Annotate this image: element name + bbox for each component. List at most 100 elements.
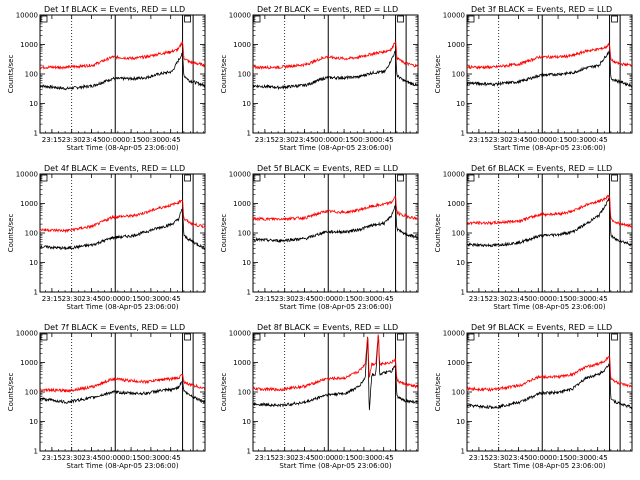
x-axis-label: Start Time (08-Apr-05 23:06:00) <box>279 462 391 470</box>
y-axis-label: Counts/sec <box>7 373 15 412</box>
y-tick-label: 1000 <box>20 41 38 49</box>
x-tick-label: 23:45 <box>508 454 528 462</box>
series-lld-line <box>466 194 633 229</box>
panel-title: Det 7f BLACK = Events, RED = LLD <box>44 323 185 332</box>
corner-box-right <box>611 333 618 341</box>
x-tick-label: 00:30 <box>354 454 374 462</box>
y-tick-label: 100 <box>25 389 38 397</box>
corner-box-left <box>253 15 261 23</box>
x-tick-label: 00:00 <box>528 295 548 303</box>
x-tick-label: 23:15 <box>469 454 489 462</box>
x-tick-label: 23:15 <box>42 295 62 303</box>
y-tick-label: 10000 <box>16 171 38 179</box>
x-tick-label: 00:00 <box>314 295 334 303</box>
panel-det-1f: Det 1f BLACK = Events, RED = LLD 1 10 100 10… <box>7 5 206 152</box>
y-tick-label: 1 <box>34 289 38 297</box>
corner-box-left <box>40 15 48 23</box>
series-lld-line <box>252 334 419 392</box>
x-tick-label: 00:00 <box>101 295 121 303</box>
panel-det-8f: Det 8f BLACK = Events, RED = LLD 1 10 100 10… <box>220 323 419 470</box>
corner-box-right <box>184 333 191 341</box>
plot-frame <box>252 332 419 452</box>
corner-box-left <box>467 15 475 23</box>
x-tick-label: 23:45 <box>508 136 528 144</box>
x-axis-label: Start Time (08-Apr-05 23:06:00) <box>66 144 178 152</box>
x-tick-label: 00:15 <box>121 295 141 303</box>
x-tick-label: 00:15 <box>121 454 141 462</box>
corner-box-left <box>253 174 261 182</box>
x-tick-label: 00:45 <box>588 295 608 303</box>
x-tick-label: 00:30 <box>354 136 374 144</box>
y-tick-label: 1 <box>34 130 38 138</box>
y-axis-label: Counts/sec <box>220 373 228 412</box>
panel-title: Det 8f BLACK = Events, RED = LLD <box>257 323 398 332</box>
y-tick-label: 10 <box>242 418 251 426</box>
y-tick-label: 10000 <box>229 12 251 20</box>
corner-box-left <box>467 174 475 182</box>
x-tick-label: 00:45 <box>588 454 608 462</box>
x-tick-label: 00:30 <box>568 454 588 462</box>
y-tick-label: 10 <box>29 259 38 267</box>
x-tick-label: 23:45 <box>81 454 101 462</box>
panel-det-2f: Det 2f BLACK = Events, RED = LLD 1 10 100 10… <box>220 5 419 152</box>
x-tick-label: 23:15 <box>255 454 275 462</box>
series-lld-line <box>252 195 419 222</box>
x-tick-label: 00:00 <box>528 454 548 462</box>
x-tick-label: 00:30 <box>141 454 161 462</box>
corner-box-right <box>184 15 191 23</box>
y-tick-label: 1 <box>34 448 38 456</box>
y-axis-label: Counts/sec <box>220 214 228 253</box>
x-tick-label: 00:45 <box>161 454 181 462</box>
x-tick-label: 23:15 <box>469 295 489 303</box>
x-tick-label: 00:00 <box>101 136 121 144</box>
y-tick-label: 100 <box>25 230 38 238</box>
y-tick-label: 1 <box>247 130 251 138</box>
y-tick-label: 10 <box>242 100 251 108</box>
x-tick-label: 23:30 <box>62 454 82 462</box>
x-tick-label: 23:45 <box>508 295 528 303</box>
x-tick-label: 00:45 <box>588 136 608 144</box>
corner-box-left <box>40 174 48 182</box>
series-lld-line <box>39 41 206 70</box>
y-tick-label: 10 <box>242 259 251 267</box>
y-tick-label: 1000 <box>233 41 251 49</box>
plot-frame <box>252 14 419 134</box>
corner-box-right <box>397 174 404 182</box>
x-tick-label: 00:15 <box>334 295 354 303</box>
x-tick-label: 23:15 <box>255 295 275 303</box>
plot-frame <box>466 173 633 293</box>
panel-det-5f: Det 5f BLACK = Events, RED = LLD 1 10 100 10… <box>220 164 419 311</box>
panel-title: Det 1f BLACK = Events, RED = LLD <box>44 5 185 14</box>
corner-box-left <box>467 333 475 341</box>
x-tick-label: 00:30 <box>568 295 588 303</box>
y-tick-label: 1 <box>461 130 465 138</box>
y-tick-label: 10000 <box>443 12 465 20</box>
panel-title: Det 9f BLACK = Events, RED = LLD <box>471 323 612 332</box>
y-tick-label: 100 <box>452 71 465 79</box>
y-tick-label: 10000 <box>229 171 251 179</box>
x-tick-label: 23:30 <box>62 136 82 144</box>
x-tick-label: 00:15 <box>121 136 141 144</box>
panel-title: Det 2f BLACK = Events, RED = LLD <box>257 5 398 14</box>
x-tick-label: 00:00 <box>528 136 548 144</box>
x-tick-label: 00:30 <box>141 136 161 144</box>
series-lld-line <box>466 42 633 70</box>
y-axis-label: Counts/sec <box>220 55 228 94</box>
x-tick-label: 00:45 <box>161 136 181 144</box>
panel-title: Det 3f BLACK = Events, RED = LLD <box>471 5 612 14</box>
series-lld-line <box>252 41 419 71</box>
y-axis-label: Counts/sec <box>434 214 442 253</box>
x-tick-label: 23:30 <box>62 295 82 303</box>
series-lld-line <box>39 199 206 234</box>
y-tick-label: 1000 <box>20 200 38 208</box>
x-tick-label: 00:45 <box>374 454 394 462</box>
x-axis-label: Start Time (08-Apr-05 23:06:00) <box>279 303 391 311</box>
x-tick-label: 23:30 <box>275 454 295 462</box>
x-tick-label: 00:15 <box>334 454 354 462</box>
series-events-line <box>466 363 633 410</box>
corner-box-right <box>397 333 404 341</box>
x-tick-label: 00:15 <box>548 295 568 303</box>
x-tick-label: 23:30 <box>489 136 509 144</box>
y-tick-label: 10 <box>456 259 465 267</box>
